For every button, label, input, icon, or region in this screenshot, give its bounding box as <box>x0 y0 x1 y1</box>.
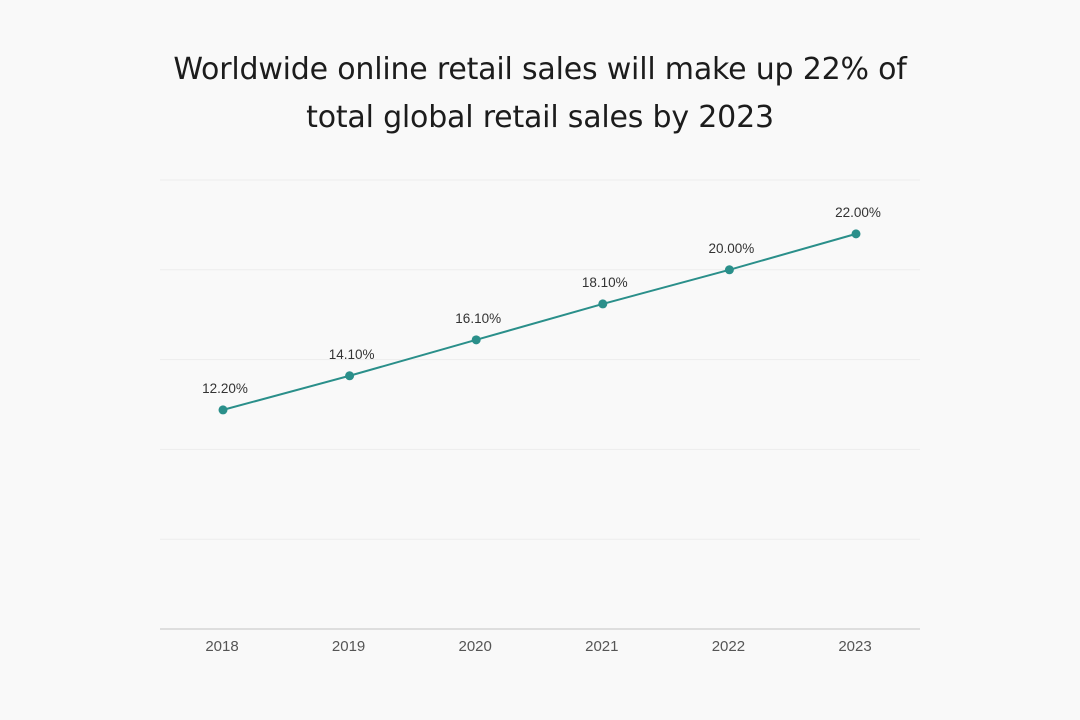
data-label: 22.00% <box>835 205 881 220</box>
x-axis: 2018 2019 2020 2021 2022 2023 <box>160 628 920 655</box>
data-point <box>598 299 608 309</box>
x-tick-label: 2019 <box>332 638 365 655</box>
x-tick-label: 2018 <box>205 638 238 655</box>
data-label: 16.10% <box>455 311 501 326</box>
gridlines <box>160 179 920 540</box>
data-point <box>345 371 355 381</box>
series-line-group <box>218 229 861 415</box>
x-tick-label: 2023 <box>838 638 871 655</box>
data-label: 12.20% <box>202 381 248 396</box>
data-label: 20.00% <box>709 241 755 256</box>
data-point <box>218 405 228 415</box>
series-line <box>222 232 857 411</box>
data-label: 18.10% <box>582 275 628 290</box>
data-point <box>851 229 861 239</box>
x-tick-label: 2020 <box>459 638 492 655</box>
x-tick-label: 2021 <box>585 638 618 655</box>
data-point <box>724 265 734 275</box>
data-point <box>471 335 481 345</box>
data-label: 14.10% <box>329 347 375 362</box>
data-labels: 12.20% 14.10% 16.10% 18.10% 20.00% 22.00% <box>202 205 881 396</box>
x-tick-label: 2022 <box>712 638 745 655</box>
chart-title: Worldwide online retail sales will make … <box>173 52 907 135</box>
